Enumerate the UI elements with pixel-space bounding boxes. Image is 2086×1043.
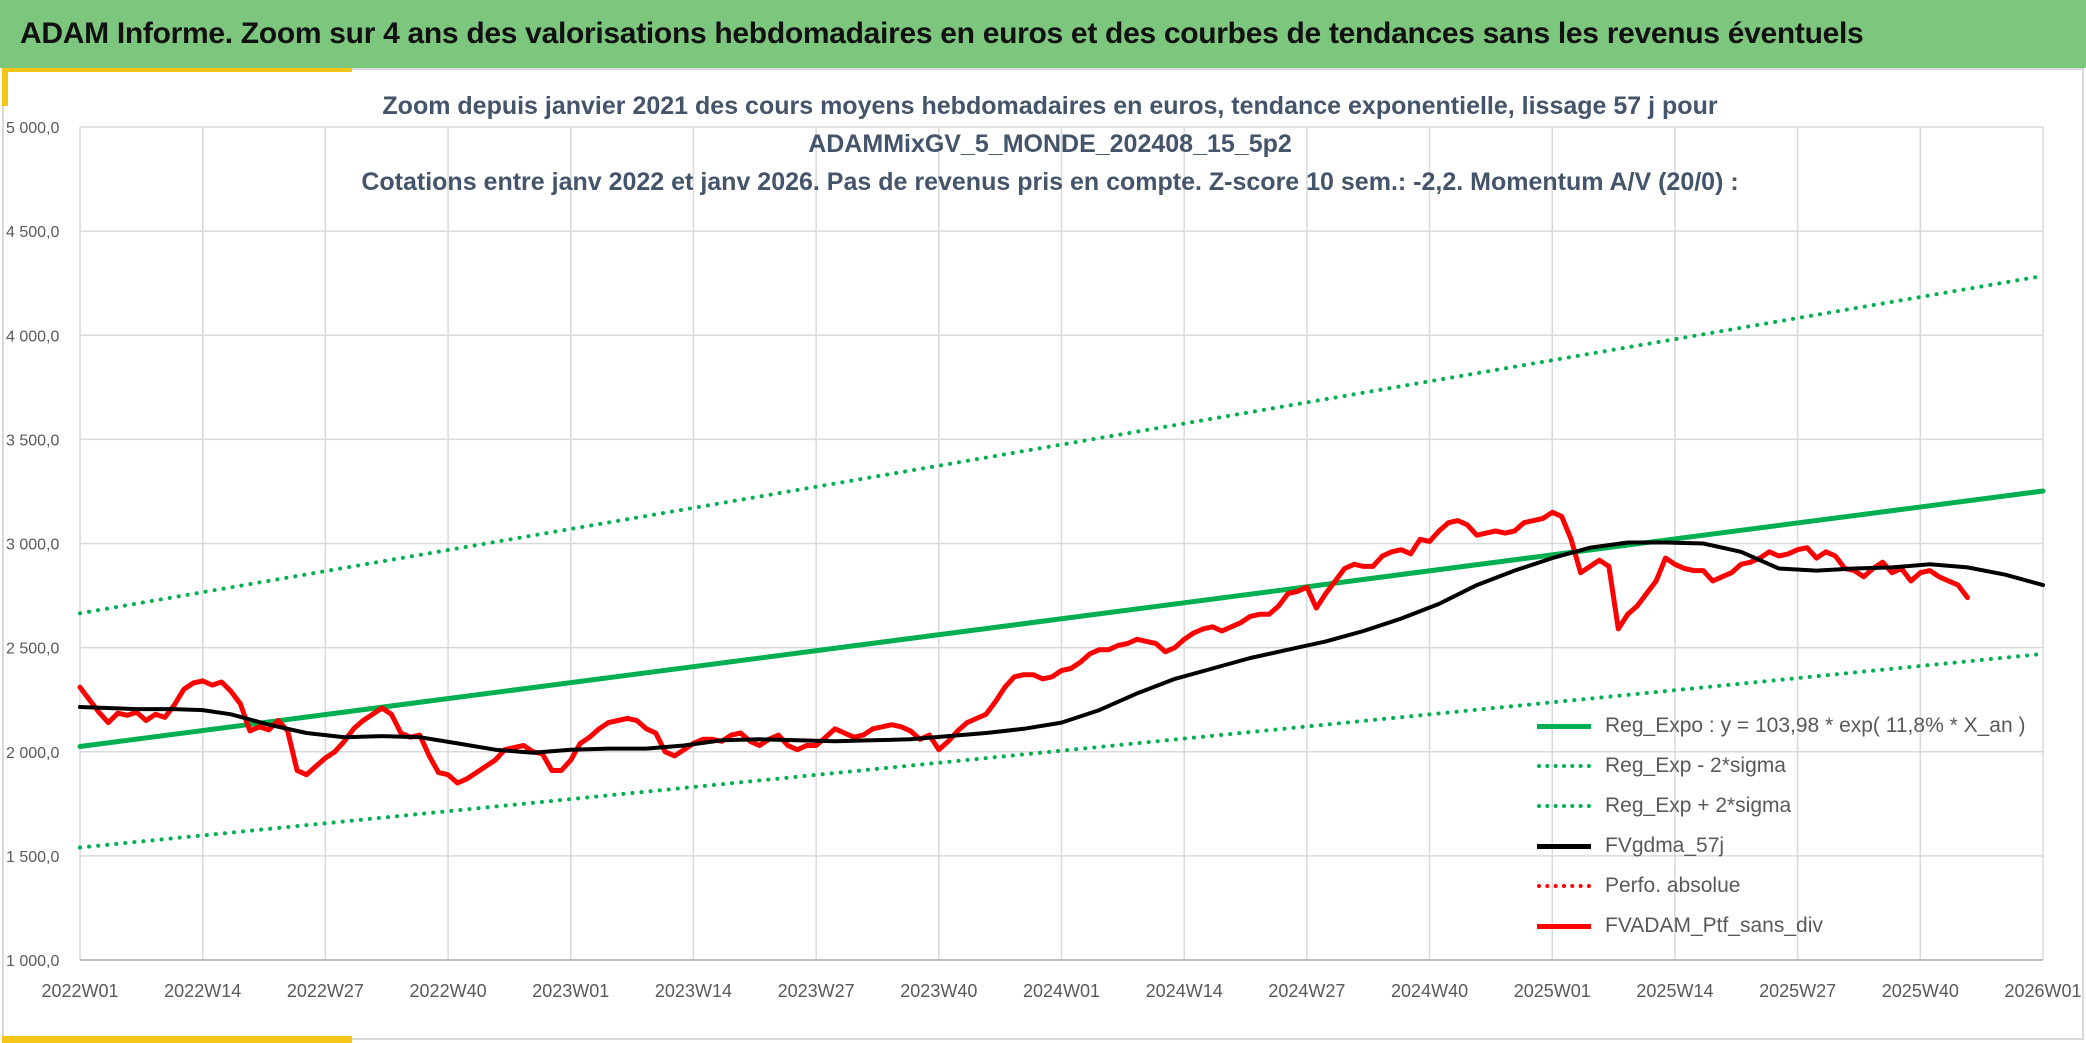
y-tick-label: 3 500,0 [6, 432, 59, 449]
x-tick-label: 2022W14 [164, 981, 241, 1001]
accent-bar-bottom [2, 1036, 352, 1043]
y-tick-label: 2 500,0 [6, 641, 59, 658]
chart-title-line-3: Cotations entre janv 2022 et janv 2026. … [361, 168, 1739, 196]
x-tick-label: 2023W27 [778, 981, 855, 1001]
y-tick-label: 2 000,0 [6, 745, 59, 762]
report-title: ADAM Informe. Zoom sur 4 ans des valoris… [20, 17, 1864, 50]
x-tick-label: 2022W27 [287, 981, 364, 1001]
x-tick-label: 2024W27 [1268, 981, 1345, 1001]
x-tick-label: 2024W01 [1023, 981, 1100, 1001]
y-tick-label: 5 000,0 [6, 120, 59, 137]
legend-label-reg-exp-minus: Reg_Exp - 2*sigma [1605, 754, 1786, 777]
series-line-fvgdma-57j [78, 540, 2045, 755]
x-tick-label: 2023W14 [655, 981, 732, 1001]
chart-title-line-1: Zoom depuis janvier 2021 des cours moyen… [382, 92, 1718, 120]
legend-label-reg-expo: Reg_Expo : y = 103,98 * exp( 11,8% * X_a… [1605, 714, 2026, 737]
x-tick-label: 2024W14 [1146, 981, 1223, 1001]
legend-label-fvadam: FVADAM_Ptf_sans_div [1605, 914, 1823, 937]
legend-swatch-reg-exp-minus [1537, 764, 1591, 768]
x-tick-label: 2022W01 [41, 981, 118, 1001]
legend-item-reg-exp-plus: Reg_Exp + 2*sigma [1535, 786, 2055, 826]
x-tick-label: 2022W40 [410, 981, 487, 1001]
chart-legend: Reg_Expo : y = 103,98 * exp( 11,8% * X_a… [1535, 706, 2055, 946]
legend-swatch-reg-expo [1537, 723, 1591, 729]
legend-label-fvgdma: FVgdma_57j [1605, 834, 1725, 857]
series-line-reg-exp [78, 651, 2045, 850]
legend-swatch-fvgdma [1537, 843, 1591, 849]
y-tick-label: 4 500,0 [6, 224, 59, 241]
legend-swatch-perfo [1537, 884, 1591, 888]
chart-frame [2, 68, 2084, 1040]
legend-item-reg-expo: Reg_Expo : y = 103,98 * exp( 11,8% * X_a… [1535, 706, 2055, 746]
x-tick-label: 2023W01 [532, 981, 609, 1001]
chart-title-line-2: ADAMMixGV_5_MONDE_202408_15_5p2 [808, 130, 1292, 158]
accent-bar-top [2, 68, 352, 72]
legend-item-reg-exp-minus: Reg_Exp - 2*sigma [1535, 746, 2055, 786]
x-tick-label: 2025W14 [1636, 981, 1713, 1001]
x-tick-label: 2025W27 [1759, 981, 1836, 1001]
y-tick-label: 3 000,0 [6, 537, 59, 554]
legend-item-perfo: Perfo. absolue [1535, 866, 2055, 906]
x-tick-label: 2025W01 [1514, 981, 1591, 1001]
x-tick-label: 2023W40 [900, 981, 977, 1001]
series-line-fvadam-ptf-sans-div [77, 509, 1970, 786]
x-tick-label: 2026W01 [2004, 981, 2081, 1001]
y-tick-label: 1 500,0 [6, 849, 59, 866]
legend-swatch-reg-exp-plus [1537, 804, 1591, 808]
legend-label-perfo: Perfo. absolue [1605, 874, 1741, 897]
x-tick-label: 2024W40 [1391, 981, 1468, 1001]
legend-item-fvadam: FVADAM_Ptf_sans_div [1535, 906, 2055, 946]
accent-bar-left [2, 68, 8, 106]
y-tick-label: 1 000,0 [6, 953, 59, 970]
legend-item-fvgdma: FVgdma_57j [1535, 826, 2055, 866]
legend-swatch-fvadam [1537, 923, 1591, 929]
header-banner: ADAM Informe. Zoom sur 4 ans des valoris… [0, 0, 2086, 68]
x-tick-label: 2025W40 [1882, 981, 1959, 1001]
y-tick-label: 4 000,0 [6, 328, 59, 345]
legend-label-reg-exp-plus: Reg_Exp + 2*sigma [1605, 794, 1792, 817]
series-line-reg-expo [77, 488, 2046, 749]
